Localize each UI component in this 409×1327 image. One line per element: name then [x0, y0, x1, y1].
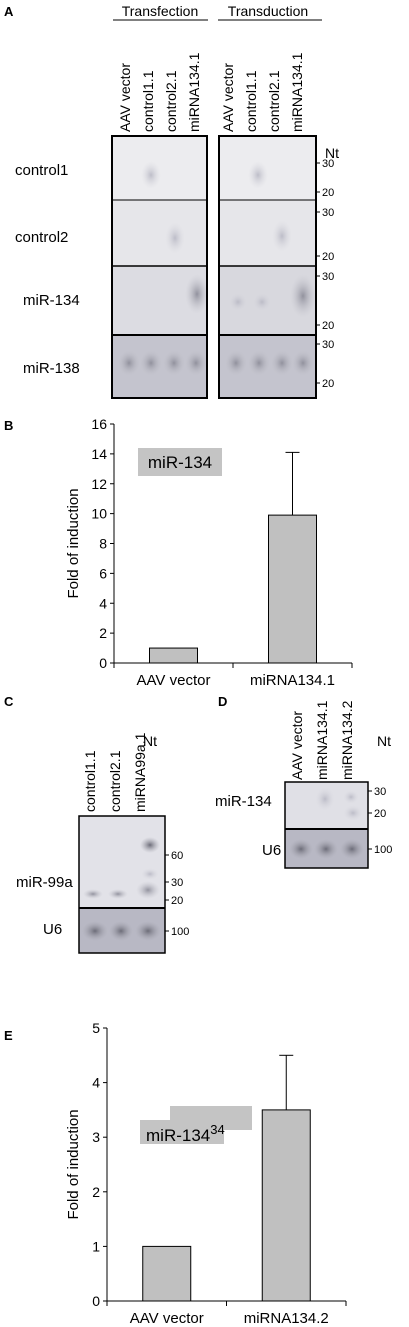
row-label: miR-134: [23, 292, 80, 309]
bar: [268, 514, 317, 664]
lane-label: miRNA134.1: [314, 700, 330, 780]
row-label: miR-134: [215, 793, 272, 810]
bar: [142, 1245, 192, 1302]
marker-20: 20: [322, 251, 334, 263]
bar: [149, 647, 198, 664]
y-axis-title: Fold of induction: [65, 488, 82, 598]
marker-30: 30: [322, 207, 334, 219]
lane-labels-transduction: AAV vector control1.1 control2.1 miRNA13…: [220, 52, 305, 132]
bar: [261, 1109, 311, 1302]
group-label-transfection: Transfection: [122, 3, 199, 19]
y-tick-label: 1: [92, 1238, 100, 1254]
annotation-superscript: 34: [210, 1122, 224, 1137]
lane-label: control1.1: [140, 70, 156, 132]
marker-100: 100: [374, 844, 392, 856]
y-tick-label: 3: [92, 1129, 100, 1145]
blot-c: [78, 815, 166, 954]
row-label: miR-138: [23, 360, 80, 377]
y-tick-label: 0: [92, 1293, 100, 1309]
lane-labels-d: AAV vector miRNA134.1 miRNA134.2: [289, 700, 355, 780]
y-tick-label: 16: [91, 416, 107, 432]
chart-b: Fold of induction miR-134 0 2 4 6 8 10 12 14 16 A…: [65, 416, 353, 689]
size-markers-a: 30 20 30 20 30 20 30 20: [316, 158, 334, 390]
marker-30: 30: [322, 271, 334, 283]
y-tick-label: 5: [92, 1020, 100, 1036]
lane-label: control1.1: [82, 750, 98, 812]
unit-label-nt: Nt: [325, 145, 339, 161]
y-tick-label: 4: [99, 595, 107, 611]
y-tick-label: 8: [99, 536, 107, 552]
row-label: U6: [262, 842, 281, 859]
lane-label: control1.1: [243, 70, 259, 132]
row-label: U6: [43, 921, 62, 938]
marker-30: 30: [322, 339, 334, 351]
marker-100: 100: [171, 926, 189, 938]
marker-30: 30: [171, 877, 183, 889]
marker-20: 20: [374, 808, 386, 820]
panel-letter-c: C: [4, 694, 14, 709]
unit-label-nt: Nt: [377, 733, 391, 749]
row-label: miR-99a: [16, 874, 73, 891]
marker-60: 60: [171, 850, 183, 862]
marker-30: 30: [374, 786, 386, 798]
y-tick-label: 12: [91, 476, 107, 492]
y-axis-title: Fold of induction: [65, 1109, 82, 1219]
unit-label-nt: Nt: [143, 733, 157, 749]
y-tick-label: 2: [99, 625, 107, 641]
panel-letter-e: E: [4, 1028, 13, 1043]
annotation-label: miR-134: [148, 453, 212, 472]
size-markers-c: 60 30 20 100: [165, 850, 189, 938]
panel-letter-d: D: [218, 694, 227, 709]
annotation-box: [138, 448, 222, 476]
y-tick-label: 14: [91, 446, 107, 462]
marker-20: 20: [171, 895, 183, 907]
annotation-box: [170, 1106, 252, 1130]
annotation-label: miR-13434: [146, 1122, 225, 1145]
lane-labels-c: control1.1 control2.1 miRNA99a.1: [82, 732, 148, 812]
x-tick-label: AAV vector: [130, 1310, 204, 1327]
lane-label: miRNA99a.1: [132, 732, 148, 812]
y-tick-label: 6: [99, 565, 107, 581]
row-label: control1: [15, 162, 68, 179]
y-tick-label: 0: [99, 655, 107, 671]
lane-label: miRNA134.1: [186, 52, 202, 132]
size-markers-d: 30 20 100: [368, 786, 392, 856]
blot-a-transduction: [218, 135, 317, 399]
y-tick-label: 2: [92, 1184, 100, 1200]
y-tick-label: 4: [92, 1075, 100, 1091]
group-label-transduction: Transduction: [228, 3, 308, 19]
lane-label: miRNA134.1: [289, 52, 305, 132]
row-label: control2: [15, 229, 68, 246]
y-tick-label: 10: [91, 506, 107, 522]
marker-20: 20: [322, 320, 334, 332]
blot-d: [284, 781, 369, 869]
marker-20: 20: [322, 378, 334, 390]
lane-label: AAV vector: [289, 711, 305, 780]
x-tick-label: miRNA134.1: [250, 672, 335, 689]
blot-a-transfection: [111, 135, 209, 399]
x-tick-label: miRNA134.2: [244, 1310, 329, 1327]
x-tick-label: AAV vector: [137, 672, 211, 689]
marker-30: 30: [322, 158, 334, 170]
marker-20: 20: [322, 187, 334, 199]
lane-label: AAV vector: [220, 63, 236, 132]
panel-letter-b: B: [4, 418, 13, 433]
lane-label: control2.1: [266, 70, 282, 132]
lane-label: control2.1: [107, 750, 123, 812]
lane-label: miRNA134.2: [339, 700, 355, 780]
annotation-text: miR-134: [146, 1126, 210, 1145]
lane-label: control2.1: [163, 70, 179, 132]
lane-label: AAV vector: [117, 63, 133, 132]
panel-letter-a: A: [4, 4, 14, 19]
lane-labels-transfection: AAV vector control1.1 control2.1 miRNA13…: [117, 52, 202, 132]
